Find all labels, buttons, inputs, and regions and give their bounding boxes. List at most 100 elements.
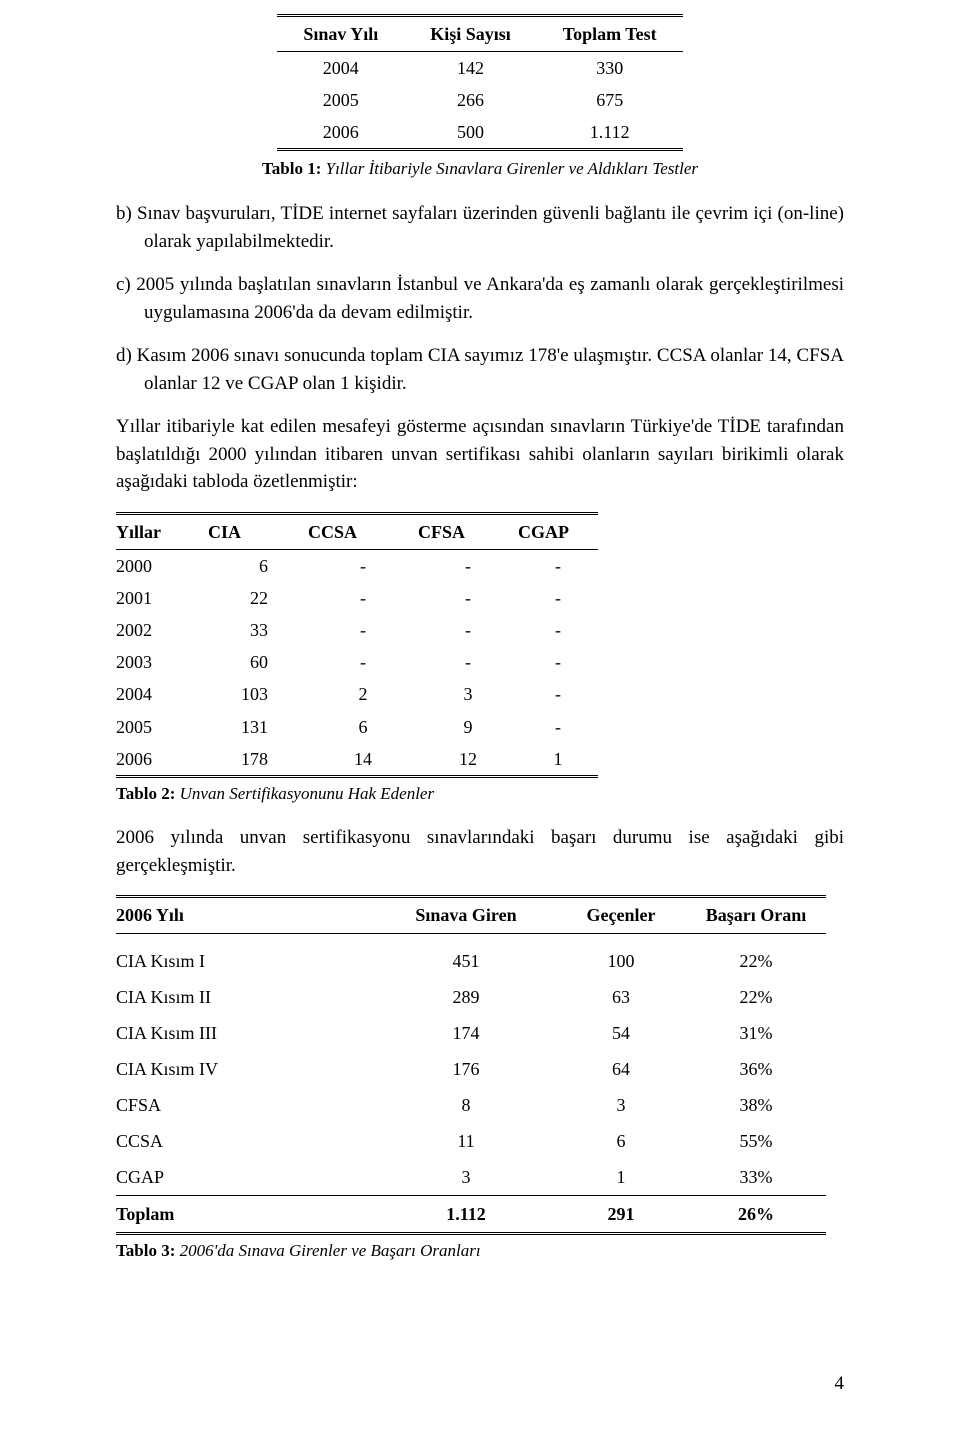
caption-text: Yıllar İtibariyle Sınavlara Girenler ve … bbox=[321, 159, 698, 178]
caption-label: Tablo 1: bbox=[262, 159, 321, 178]
table-2-caption: Tablo 2: Unvan Sertifikasyonunu Hak Eden… bbox=[116, 782, 844, 807]
table-2-cell: 9 bbox=[418, 711, 518, 743]
table-3-total-cell: 291 bbox=[556, 1196, 686, 1234]
table-2-cell: - bbox=[308, 646, 418, 678]
page: Sınav Yılı Kişi Sayısı Toplam Test 2004 … bbox=[0, 0, 960, 1448]
table-3-row: CIA Kısım I45110022% bbox=[116, 933, 826, 979]
table-2-cell: - bbox=[418, 582, 518, 614]
paragraph: 2006 yılında unvan sertifikasyonu sınavl… bbox=[116, 824, 844, 879]
table-2-header: CFSA bbox=[418, 513, 518, 549]
table-2-row: 200410323- bbox=[116, 678, 598, 710]
table-1-cell: 2006 bbox=[277, 116, 404, 150]
list-item-b: b) Sınav başvuruları, TİDE internet sayf… bbox=[116, 200, 844, 255]
table-3-total-cell: Toplam bbox=[116, 1196, 376, 1234]
table-1-cell: 266 bbox=[404, 84, 537, 116]
table-1-row: 2004 142 330 bbox=[277, 52, 682, 85]
table-2-cell: - bbox=[518, 614, 598, 646]
table-2-cell: 1 bbox=[518, 743, 598, 777]
table-3-cell: 451 bbox=[376, 933, 556, 979]
table-3-total-row: Toplam1.11229126% bbox=[116, 1196, 826, 1234]
table-1-caption: Tablo 1: Yıllar İtibariyle Sınavlara Gir… bbox=[116, 157, 844, 182]
table-2-cell: 2005 bbox=[116, 711, 208, 743]
table-1-header: Sınav Yılı bbox=[277, 16, 404, 52]
table-1-cell: 142 bbox=[404, 52, 537, 85]
table-1-cell: 500 bbox=[404, 116, 537, 150]
table-3-row: CFSA8338% bbox=[116, 1087, 826, 1123]
table-2-cell: 33 bbox=[208, 614, 308, 646]
table-2-cell: - bbox=[518, 550, 598, 583]
table-3-cell: 54 bbox=[556, 1015, 686, 1051]
table-1-header: Toplam Test bbox=[537, 16, 683, 52]
table-2-cell: - bbox=[418, 646, 518, 678]
caption-label: Tablo 2: bbox=[116, 784, 175, 803]
table-3-header: Sınava Giren bbox=[376, 897, 556, 933]
table-2-cell: 2000 bbox=[116, 550, 208, 583]
table-2-cell: 12 bbox=[418, 743, 518, 777]
caption-text: Unvan Sertifikasyonunu Hak Edenler bbox=[175, 784, 434, 803]
table-2-cell: - bbox=[518, 711, 598, 743]
table-2-cell: 178 bbox=[208, 743, 308, 777]
table-1-header: Kişi Sayısı bbox=[404, 16, 537, 52]
page-number: 4 bbox=[835, 1370, 845, 1398]
table-3-cell: CFSA bbox=[116, 1087, 376, 1123]
table-2-header: Yıllar bbox=[116, 513, 208, 549]
list-item-c: c) 2005 yılında başlatılan sınavların İs… bbox=[116, 271, 844, 326]
table-2-cell: 22 bbox=[208, 582, 308, 614]
table-3-cell: 176 bbox=[376, 1051, 556, 1087]
table-1-cell: 330 bbox=[537, 52, 683, 85]
table-3-cell: 3 bbox=[376, 1159, 556, 1196]
table-1-cell: 2005 bbox=[277, 84, 404, 116]
table-3-cell: CCSA bbox=[116, 1123, 376, 1159]
table-3-header: 2006 Yılı bbox=[116, 897, 376, 933]
table-3-caption: Tablo 3: 2006'da Sınava Girenler ve Başa… bbox=[116, 1239, 844, 1264]
table-3-cell: 3 bbox=[556, 1087, 686, 1123]
table-3-row: CIA Kısım III1745431% bbox=[116, 1015, 826, 1051]
table-2-cell: - bbox=[518, 678, 598, 710]
table-2-cell: 2004 bbox=[116, 678, 208, 710]
table-3-cell: CGAP bbox=[116, 1159, 376, 1196]
table-2-row: 200360--- bbox=[116, 646, 598, 678]
table-3-cell: CIA Kısım IV bbox=[116, 1051, 376, 1087]
table-1: Sınav Yılı Kişi Sayısı Toplam Test 2004 … bbox=[277, 14, 682, 151]
table-3-row: CGAP3133% bbox=[116, 1159, 826, 1196]
table-2-cell: - bbox=[308, 550, 418, 583]
table-2-header: CGAP bbox=[518, 513, 598, 549]
table-3-cell: 36% bbox=[686, 1051, 826, 1087]
table-2-cell: - bbox=[518, 582, 598, 614]
table-3-cell: 100 bbox=[556, 933, 686, 979]
table-3-row: CCSA11655% bbox=[116, 1123, 826, 1159]
table-1-cell: 675 bbox=[537, 84, 683, 116]
table-1-cell: 1.112 bbox=[537, 116, 683, 150]
table-2-row: 200122--- bbox=[116, 582, 598, 614]
table-3-total-cell: 26% bbox=[686, 1196, 826, 1234]
table-2-cell: - bbox=[418, 614, 518, 646]
table-2-cell: 60 bbox=[208, 646, 308, 678]
table-2-cell: - bbox=[308, 582, 418, 614]
table-3-cell: 38% bbox=[686, 1087, 826, 1123]
table-3-cell: 6 bbox=[556, 1123, 686, 1159]
table-2-row: 20006--- bbox=[116, 550, 598, 583]
paragraph: Yıllar itibariyle kat edilen mesafeyi gö… bbox=[116, 413, 844, 496]
caption-label: Tablo 3: bbox=[116, 1241, 175, 1260]
table-2-cell: - bbox=[418, 550, 518, 583]
table-3-cell: 55% bbox=[686, 1123, 826, 1159]
table-3-cell: CIA Kısım III bbox=[116, 1015, 376, 1051]
table-2-cell: 14 bbox=[308, 743, 418, 777]
table-3-row: CIA Kısım II2896322% bbox=[116, 979, 826, 1015]
table-3-cell: 63 bbox=[556, 979, 686, 1015]
table-3-row: CIA Kısım IV1766436% bbox=[116, 1051, 826, 1087]
table-3-cell: 1 bbox=[556, 1159, 686, 1196]
table-2-cell: - bbox=[308, 614, 418, 646]
table-3-cell: 33% bbox=[686, 1159, 826, 1196]
table-3-header: Başarı Oranı bbox=[686, 897, 826, 933]
table-2-header: CIA bbox=[208, 513, 308, 549]
table-2-cell: 6 bbox=[308, 711, 418, 743]
table-3: 2006 YılıSınava GirenGeçenlerBaşarı Oran… bbox=[116, 895, 826, 1235]
table-3-cell: CIA Kısım II bbox=[116, 979, 376, 1015]
table-2-cell: 3 bbox=[418, 678, 518, 710]
table-3-cell: 289 bbox=[376, 979, 556, 1015]
table-3-cell: 8 bbox=[376, 1087, 556, 1123]
table-2-cell: 2 bbox=[308, 678, 418, 710]
table-3-header: Geçenler bbox=[556, 897, 686, 933]
table-2-row: 200513169- bbox=[116, 711, 598, 743]
